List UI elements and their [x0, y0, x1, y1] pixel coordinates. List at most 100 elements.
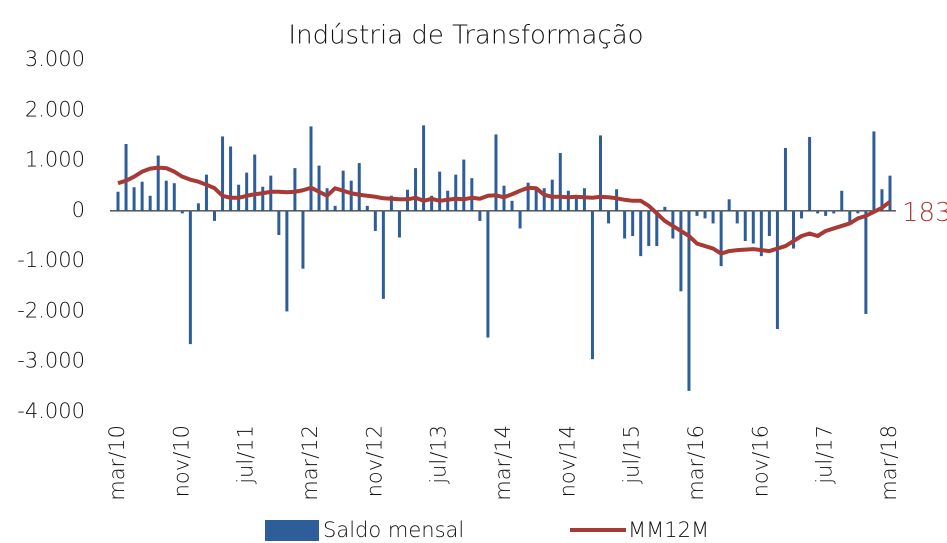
- x-tick-label: nov/16: [748, 425, 772, 497]
- x-tick-label: mar/16: [684, 425, 708, 501]
- bar: [124, 143, 128, 211]
- bar: [574, 195, 578, 211]
- bar: [566, 190, 570, 211]
- bar: [285, 210, 289, 312]
- x-tick-label: mar/12: [298, 425, 322, 501]
- bar: [647, 210, 651, 247]
- bar: [808, 136, 812, 211]
- bar: [204, 174, 208, 211]
- bar: [719, 210, 723, 267]
- bar: [389, 195, 393, 211]
- bar: [888, 175, 892, 211]
- bar: [824, 210, 828, 216]
- bar: [526, 182, 530, 211]
- bar: [800, 210, 804, 219]
- bar: [132, 187, 136, 211]
- legend-label: Saldo mensal: [323, 518, 464, 542]
- bar: [783, 148, 787, 211]
- bar: [494, 134, 498, 211]
- bar: [261, 186, 265, 211]
- bar: [599, 135, 602, 211]
- bar: [695, 210, 699, 216]
- bar: [148, 195, 152, 211]
- bar: [221, 136, 225, 211]
- x-tick-label: mar/18: [877, 425, 901, 501]
- bar: [140, 181, 144, 211]
- bar: [687, 210, 691, 391]
- legend-label: MM12M: [628, 518, 709, 542]
- x-tick-label: nov/10: [169, 425, 193, 497]
- bar: [623, 210, 627, 239]
- x-tick-label: nov/12: [362, 425, 386, 497]
- legend-swatch: [265, 520, 319, 541]
- bar: [438, 171, 442, 211]
- bar: [253, 154, 257, 211]
- bar: [848, 210, 852, 224]
- x-tick-label: mar/14: [491, 425, 515, 501]
- bar: [558, 153, 562, 211]
- bar: [639, 210, 643, 257]
- bar: [510, 200, 514, 211]
- bar: [349, 180, 353, 211]
- bar: [607, 210, 611, 224]
- bar: [679, 210, 683, 292]
- bar: [735, 210, 739, 224]
- bar: [317, 165, 321, 211]
- y-tick-label: 0: [72, 198, 85, 222]
- bar: [792, 210, 795, 249]
- y-tick-label: -1.000: [17, 248, 85, 272]
- y-tick-label: -3.000: [17, 349, 85, 373]
- bar: [751, 210, 755, 244]
- bar: [188, 210, 192, 345]
- x-tick-label: mar/10: [105, 425, 129, 501]
- bar: [293, 168, 297, 211]
- bar: [767, 210, 771, 236]
- x-tick-label: jul/11: [234, 425, 258, 485]
- bar: [711, 210, 715, 224]
- bar: [832, 210, 836, 214]
- bar: [775, 210, 779, 330]
- bar: [534, 188, 538, 211]
- bar: [309, 126, 313, 211]
- bar: [365, 205, 369, 211]
- bar: [759, 210, 763, 257]
- bar: [381, 210, 385, 299]
- y-tick-label: -4.000: [17, 399, 85, 423]
- bar: [880, 189, 884, 211]
- bar: [277, 210, 281, 235]
- x-tick-label: jul/15: [620, 425, 644, 485]
- bar: [470, 178, 474, 211]
- bar: [196, 203, 200, 211]
- bar: [478, 210, 482, 221]
- bar: [373, 210, 377, 231]
- y-tick-label: 2.000: [25, 97, 85, 121]
- bar: [864, 210, 868, 314]
- bar: [397, 210, 401, 238]
- bar: [357, 163, 361, 211]
- x-tick-label: jul/13: [427, 425, 451, 485]
- bar: [663, 206, 667, 211]
- bar: [590, 210, 594, 360]
- bar: [454, 174, 458, 211]
- bar: [164, 180, 168, 211]
- bar: [631, 210, 635, 236]
- bar: [301, 210, 305, 269]
- bar: [229, 146, 233, 211]
- end-label: 183: [902, 198, 947, 228]
- bar: [582, 188, 586, 211]
- bar: [213, 210, 216, 221]
- bar: [872, 131, 876, 211]
- bar: [856, 210, 860, 214]
- bar: [245, 172, 249, 211]
- bar: [462, 159, 466, 211]
- bar: [156, 155, 160, 211]
- line: [117, 165, 892, 256]
- x-tick-label: jul/17: [813, 425, 837, 485]
- bar: [116, 191, 120, 211]
- bar: [430, 195, 434, 211]
- bar: [655, 210, 659, 247]
- bar: [180, 210, 184, 214]
- y-tick-label: 1.000: [25, 148, 85, 172]
- bar: [172, 183, 176, 211]
